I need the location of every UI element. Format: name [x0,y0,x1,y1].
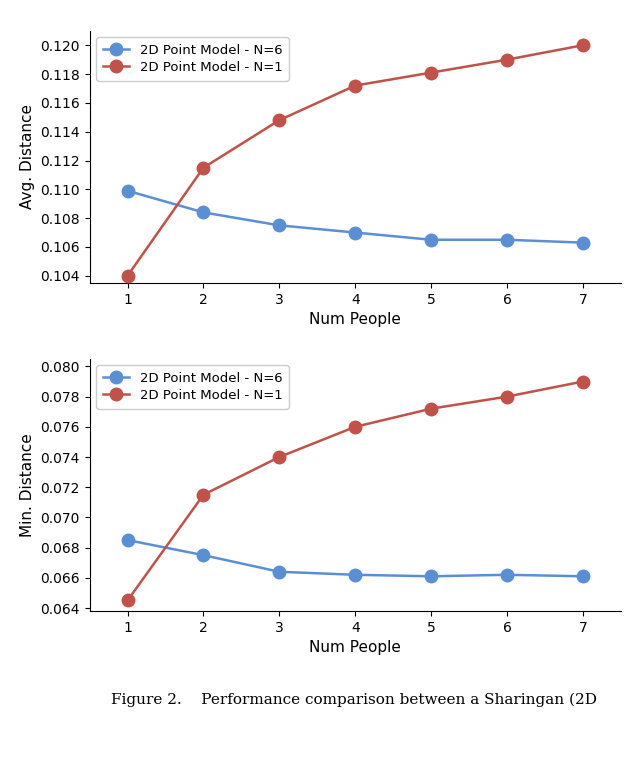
2D Point Model - N=6 [503,571,511,580]
2D Point Model - N=1 [124,596,131,605]
2D Point Model - N=1 [124,271,131,281]
2D Point Model - N=1 [579,41,587,50]
2D Point Model - N=6 [275,567,283,577]
2D Point Model - N=1 [351,81,359,90]
Line: 2D Point Model - N=6: 2D Point Model - N=6 [122,534,589,583]
2D Point Model - N=1 [275,116,283,125]
Text: Figure 2.    Performance comparison between a Sharingan (2D: Figure 2. Performance comparison between… [111,692,597,707]
2D Point Model - N=6 [275,221,283,230]
2D Point Model - N=6 [351,571,359,580]
Legend: 2D Point Model - N=6, 2D Point Model - N=1: 2D Point Model - N=6, 2D Point Model - N… [96,365,289,409]
X-axis label: Num People: Num People [309,312,401,327]
Line: 2D Point Model - N=6: 2D Point Model - N=6 [122,184,589,249]
Y-axis label: Avg. Distance: Avg. Distance [20,104,35,210]
2D Point Model - N=6 [503,235,511,244]
2D Point Model - N=1 [275,453,283,462]
2D Point Model - N=6 [579,238,587,247]
2D Point Model - N=1 [428,404,435,413]
2D Point Model - N=6 [200,550,207,560]
2D Point Model - N=1 [428,68,435,77]
2D Point Model - N=1 [503,55,511,64]
2D Point Model - N=1 [200,163,207,173]
2D Point Model - N=6 [428,235,435,244]
Line: 2D Point Model - N=1: 2D Point Model - N=1 [122,375,589,607]
Y-axis label: Min. Distance: Min. Distance [20,433,35,537]
2D Point Model - N=6 [124,186,131,195]
2D Point Model - N=1 [200,490,207,500]
2D Point Model - N=1 [579,377,587,386]
2D Point Model - N=1 [351,423,359,432]
Line: 2D Point Model - N=1: 2D Point Model - N=1 [122,39,589,282]
2D Point Model - N=6 [124,535,131,544]
2D Point Model - N=6 [200,207,207,217]
2D Point Model - N=6 [428,571,435,581]
2D Point Model - N=1 [503,392,511,401]
2D Point Model - N=6 [579,571,587,581]
Legend: 2D Point Model - N=6, 2D Point Model - N=1: 2D Point Model - N=6, 2D Point Model - N… [96,38,289,81]
2D Point Model - N=6 [351,228,359,237]
X-axis label: Num People: Num People [309,640,401,655]
